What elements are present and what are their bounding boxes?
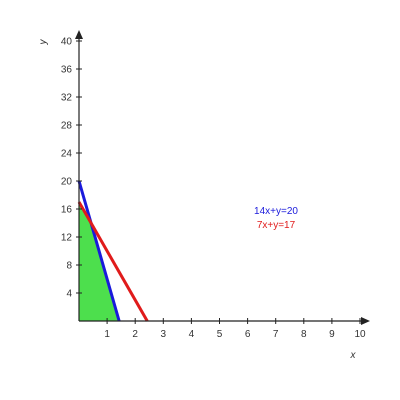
y-tick-label: 24: [61, 149, 73, 160]
legend: 14x+y=20 7x+y=17: [254, 206, 298, 231]
x-tick-label: 5: [217, 329, 223, 340]
y-axis-arrow: [75, 30, 83, 39]
y-tick-label: 20: [61, 177, 73, 188]
y-tick-label: 4: [66, 289, 72, 300]
x-tick-label: 3: [161, 329, 167, 340]
y-tick-label: 12: [61, 233, 73, 244]
x-tick-label: 8: [301, 329, 307, 340]
legend-label-series-2: 7x+y=17: [257, 220, 296, 231]
y-tick-label: 8: [66, 261, 72, 272]
x-tick-label: 7: [273, 329, 279, 340]
x-tick-label: 4: [189, 329, 195, 340]
y-axis-label: y: [38, 39, 49, 46]
y-tick-label: 36: [61, 65, 73, 76]
series-line-1: [77, 180, 121, 322]
x-axis-arrow: [361, 317, 370, 325]
x-tick-label: 1: [104, 329, 110, 340]
series-lines: [77, 180, 149, 322]
x-tick-label: 6: [245, 329, 251, 340]
x-axis-label: x: [350, 350, 357, 361]
y-tick-label: 28: [61, 121, 73, 132]
y-tick-label: 40: [61, 37, 73, 48]
y-tick-label: 16: [61, 205, 73, 216]
x-tick-label: 9: [329, 329, 335, 340]
axes: [75, 30, 370, 325]
x-tick-label: 10: [354, 329, 366, 340]
x-tick-label: 2: [132, 329, 138, 340]
y-tick-label: 32: [61, 93, 73, 104]
legend-label-series-1: 14x+y=20: [254, 206, 298, 217]
series-line-2: [77, 201, 149, 322]
